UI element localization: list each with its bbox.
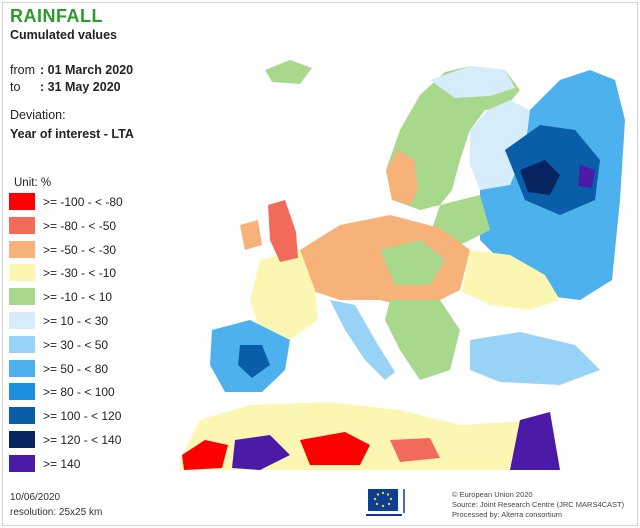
map-subtitle: Cumulated values bbox=[10, 28, 117, 42]
central-europe bbox=[300, 215, 470, 310]
uk bbox=[268, 200, 298, 262]
iberia-wet bbox=[238, 345, 270, 378]
legend-label: >= -100 - < -80 bbox=[43, 195, 123, 209]
legend-label: >= 10 - < 30 bbox=[43, 313, 109, 328]
africa-wet-west bbox=[232, 435, 290, 470]
period-to-row: to : 31 May 2020 bbox=[10, 80, 121, 94]
legend-swatch bbox=[9, 264, 35, 282]
period-from-value: : 01 March 2020 bbox=[40, 63, 134, 77]
legend-label: >= 80 - < 100 bbox=[43, 385, 115, 400]
period-from-row: from : 01 March 2020 bbox=[10, 63, 133, 77]
legend-label: >= 30 - < 50 bbox=[43, 337, 109, 352]
land-areas bbox=[180, 60, 625, 470]
map-title: RAINFALL bbox=[10, 6, 103, 26]
legend-unit-label: Unit: bbox=[14, 177, 38, 189]
legend-label: >= -50 - < -30 bbox=[43, 242, 117, 257]
legend-swatch bbox=[9, 216, 35, 234]
scandinavia-south-dry bbox=[386, 150, 418, 205]
iceland bbox=[265, 60, 312, 84]
turkey bbox=[470, 332, 600, 385]
scandinavia bbox=[386, 66, 520, 210]
africa-dry-west bbox=[182, 440, 228, 470]
credit-line: Processed by: Alterra consortium bbox=[452, 510, 563, 519]
resolution: resolution: 25x25 km bbox=[10, 507, 103, 518]
credit-line: Source: Joint Research Centre (JRC MARS4… bbox=[452, 500, 625, 509]
scandinavia-north-wet bbox=[430, 66, 515, 98]
legend-swatch bbox=[9, 335, 35, 353]
legend-label: >= 100 - < 120 bbox=[43, 409, 122, 424]
legend-swatch bbox=[9, 383, 35, 401]
legend-swatch bbox=[9, 454, 35, 472]
russia-extreme-wet bbox=[520, 160, 560, 195]
legend-label: >= -30 - < -10 bbox=[43, 266, 117, 281]
legend-unit: Unit: % bbox=[14, 177, 51, 189]
legend-label: >= -10 - < 10 bbox=[43, 290, 113, 305]
eu-flag-stars bbox=[373, 491, 393, 508]
legend-swatch bbox=[9, 311, 35, 329]
legend-swatch bbox=[9, 288, 35, 306]
balkans bbox=[385, 300, 460, 380]
period-from-label: from bbox=[10, 63, 35, 77]
legend-label: >= 120 - < 140 bbox=[43, 432, 122, 447]
russia-extreme-wet-2 bbox=[578, 165, 595, 188]
credits: © European Union 2020 Source: Joint Rese… bbox=[452, 490, 624, 520]
italy bbox=[330, 300, 395, 380]
ireland bbox=[240, 220, 262, 250]
legend-label: >= -80 - < -50 bbox=[43, 218, 117, 233]
credit-line: © European Union 2020 bbox=[452, 490, 533, 499]
european-commission-logo bbox=[366, 489, 405, 516]
eu-flag bbox=[368, 489, 398, 511]
ukraine bbox=[462, 250, 560, 310]
africa-dry-central bbox=[300, 432, 370, 465]
africa-wet-east bbox=[510, 412, 560, 470]
central-europe-mixed bbox=[380, 240, 445, 285]
deviation-value: Year of interest - LTA bbox=[10, 127, 134, 141]
legend-swatch bbox=[9, 407, 35, 425]
france bbox=[250, 250, 318, 340]
legend-unit-value: % bbox=[40, 177, 52, 189]
issue-date: 10/06/2020 bbox=[10, 492, 61, 503]
legend-swatch bbox=[9, 193, 35, 210]
period-to-label: to bbox=[10, 80, 21, 94]
legend-swatch bbox=[9, 359, 35, 377]
logo-baseline bbox=[366, 514, 402, 516]
legend-swatch bbox=[9, 240, 35, 258]
legend-label: >= 50 - < 80 bbox=[43, 361, 109, 376]
period-to-value: : 31 May 2020 bbox=[40, 80, 121, 94]
legend-label: >= 140 bbox=[43, 456, 81, 471]
legend-swatch bbox=[9, 430, 35, 448]
deviation-label: Deviation: bbox=[10, 108, 66, 122]
africa-dry-east bbox=[390, 438, 440, 462]
